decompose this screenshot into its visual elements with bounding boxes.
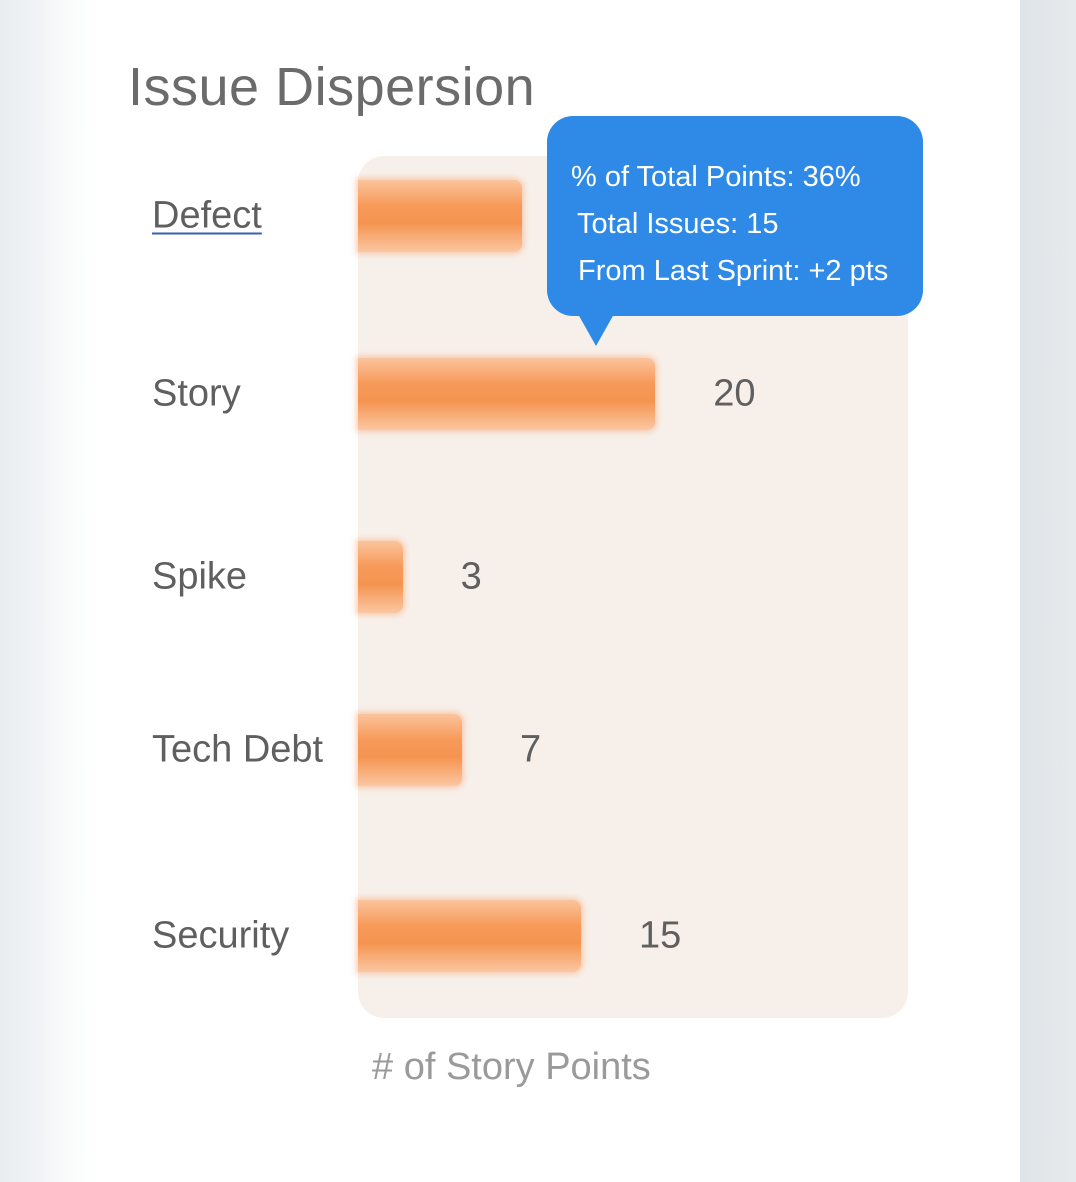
category-label-tech-debt: Tech Debt bbox=[152, 728, 324, 771]
value-label-tech-debt: 7 bbox=[520, 728, 542, 771]
bar-spike[interactable] bbox=[358, 541, 403, 613]
value-label-story: 20 bbox=[713, 372, 756, 415]
bar-story[interactable] bbox=[358, 358, 656, 430]
category-label-security: Security bbox=[152, 914, 290, 957]
category-label-spike: Spike bbox=[152, 555, 248, 598]
bar-security[interactable] bbox=[358, 900, 581, 972]
tooltip-line-issues: Total Issues: 15 bbox=[577, 208, 779, 240]
tooltip-line-percent: % of Total Points: 36% bbox=[571, 161, 861, 193]
chart-title: Issue Dispersion bbox=[128, 57, 536, 117]
tooltip-line-change: From Last Sprint: +2 pts bbox=[578, 255, 889, 287]
x-axis-label: # of Story Points bbox=[372, 1046, 651, 1088]
value-label-security: 15 bbox=[638, 914, 682, 957]
category-label-story: Story bbox=[152, 372, 241, 415]
value-label-spike: 3 bbox=[460, 555, 482, 598]
bar-tech-debt[interactable] bbox=[358, 714, 463, 786]
bar-defect[interactable] bbox=[358, 180, 522, 252]
category-label-defect[interactable]: Defect bbox=[152, 194, 262, 237]
bar-tooltip: % of Total Points: 36% Total Issues: 15 … bbox=[547, 116, 923, 316]
tooltip-pointer bbox=[578, 314, 614, 346]
